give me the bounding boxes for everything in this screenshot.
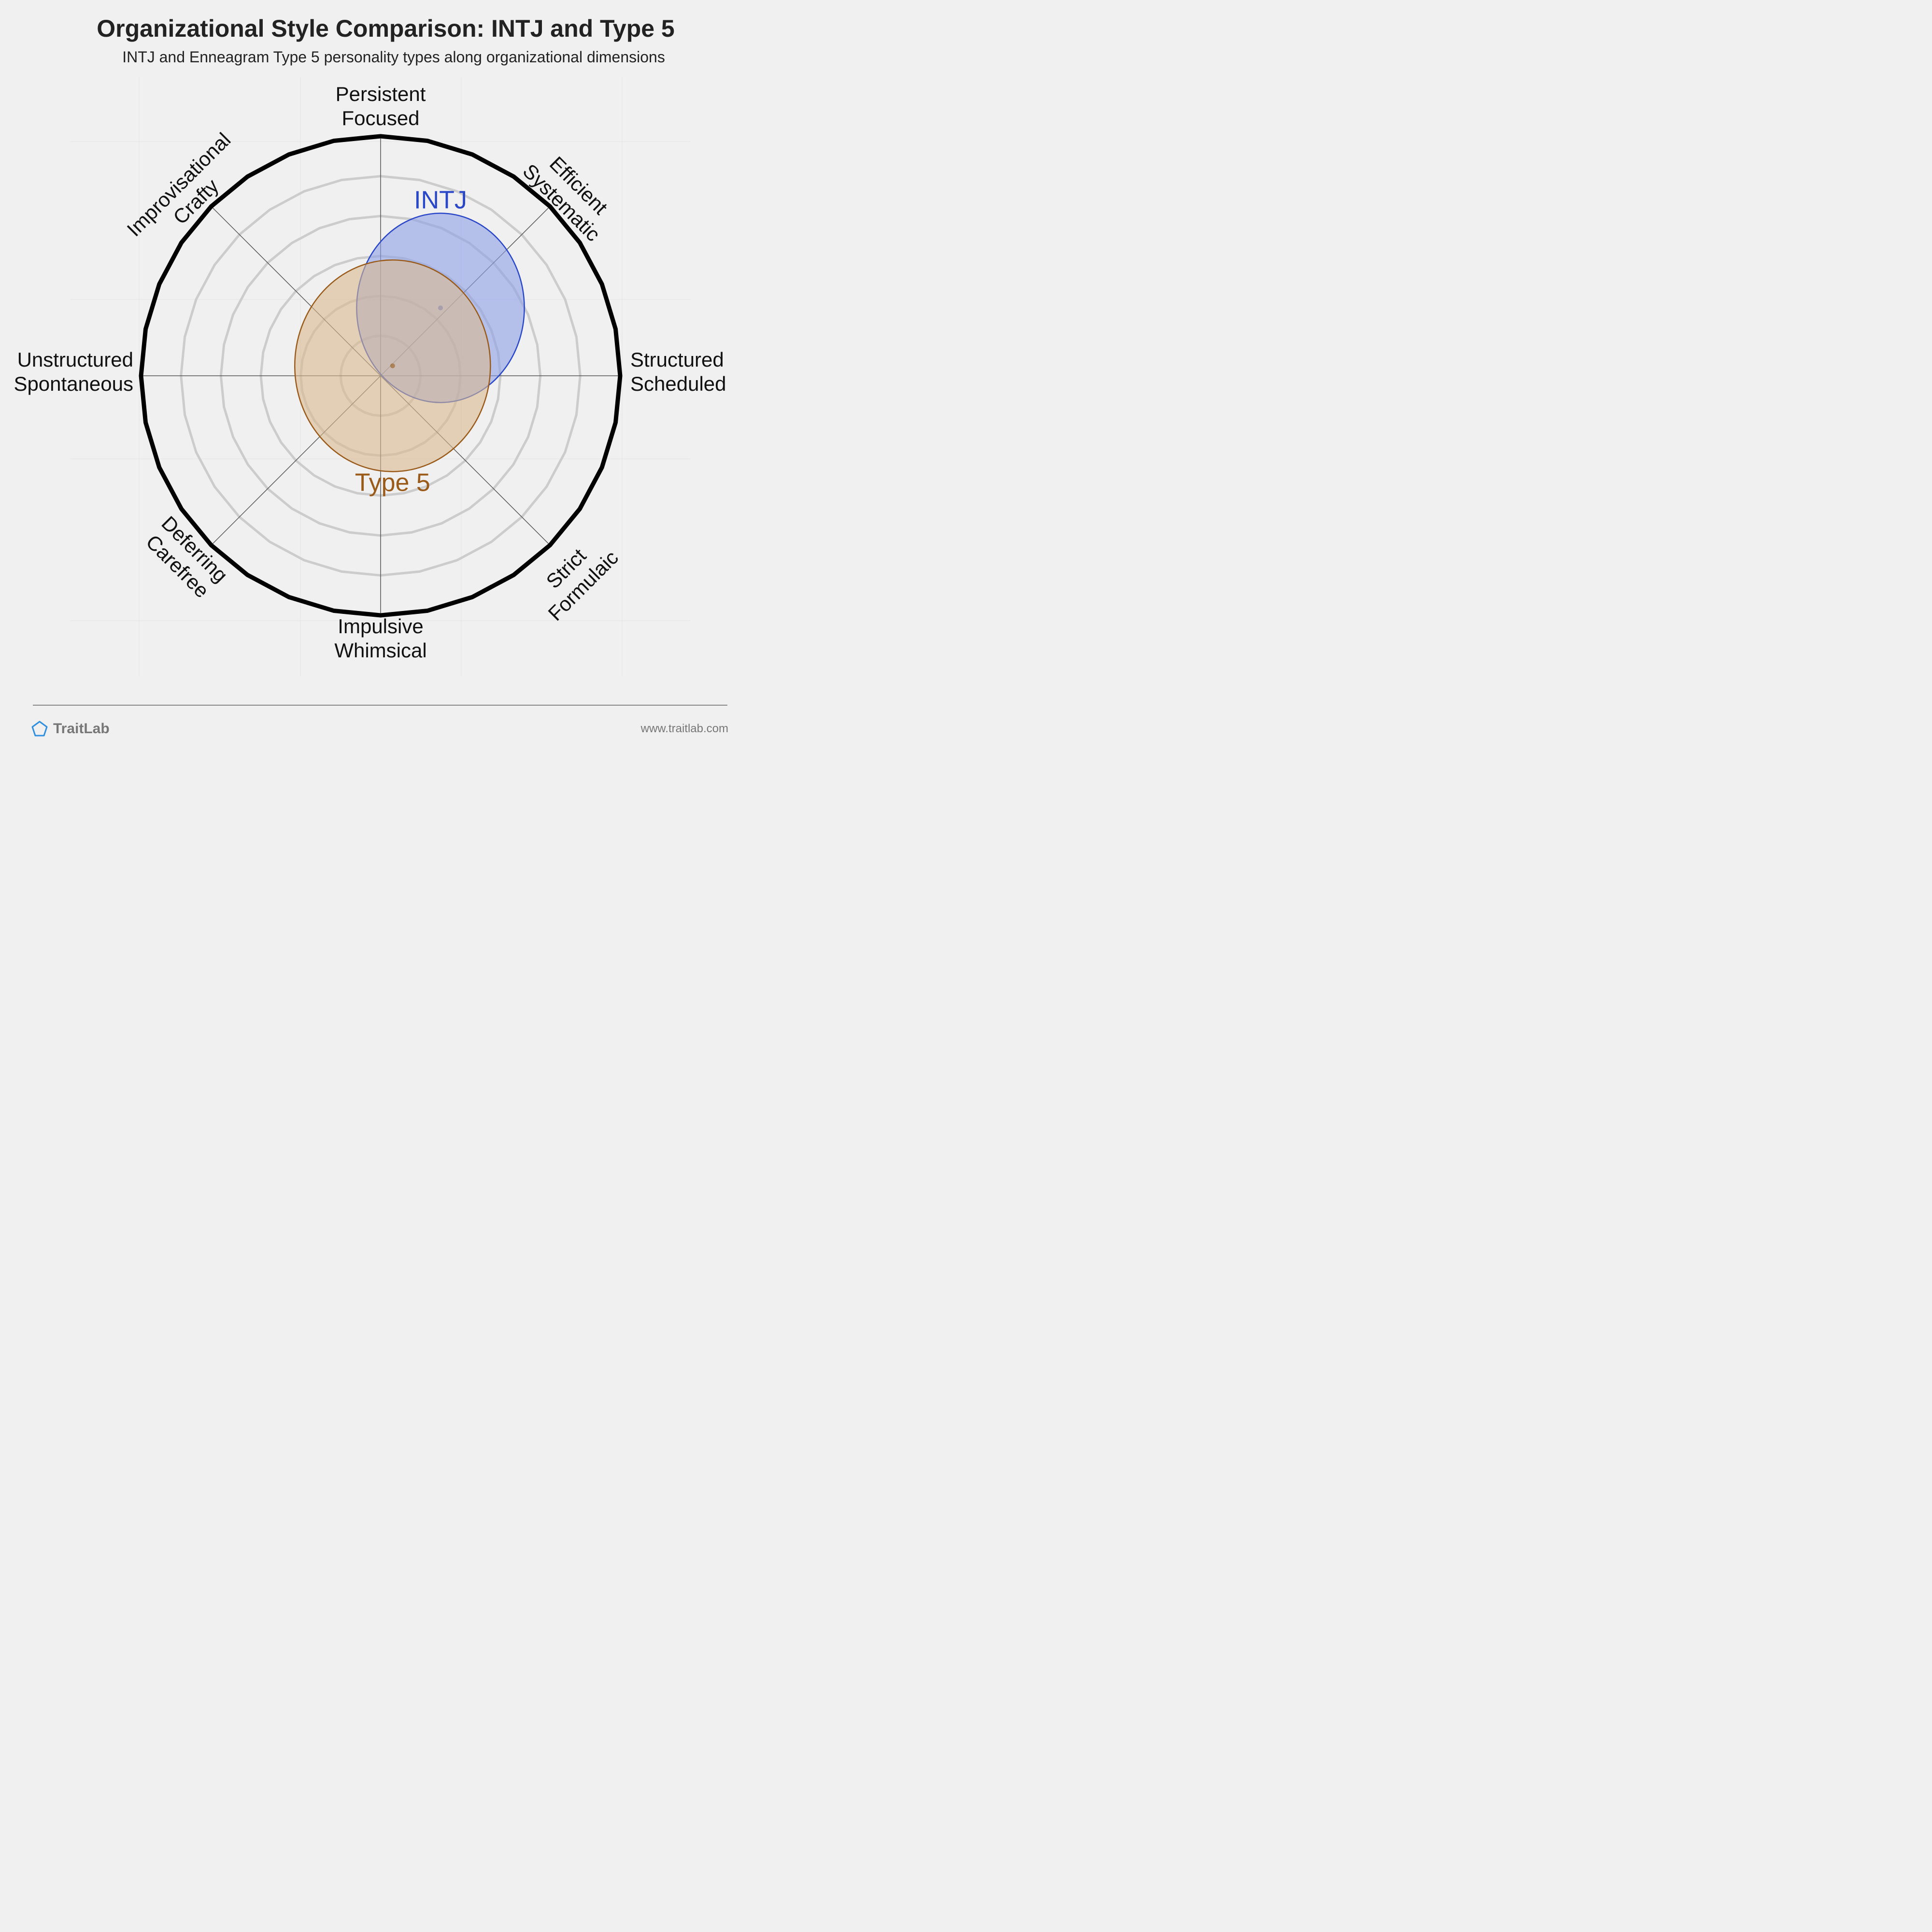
axis-label-line: Whimsical bbox=[334, 639, 426, 662]
pentagon-icon bbox=[31, 721, 48, 737]
axis-label-line: Persistent bbox=[336, 83, 426, 105]
axis-label-line: Scheduled bbox=[630, 372, 726, 395]
axis-label-line: Impulsive bbox=[338, 615, 423, 638]
axis-label-line: Spontaneous bbox=[14, 372, 133, 395]
brand-logo[interactable]: TraitLab bbox=[31, 719, 110, 739]
footer-divider bbox=[33, 705, 727, 706]
chart-title: Organizational Style Comparison: INTJ an… bbox=[97, 15, 675, 42]
series-label: INTJ bbox=[414, 186, 467, 214]
chart-subtitle: INTJ and Enneagram Type 5 personality ty… bbox=[122, 48, 665, 66]
outer-ring bbox=[139, 134, 623, 618]
brand-name: TraitLab bbox=[53, 721, 110, 737]
website-link[interactable]: www.traitlab.com bbox=[640, 722, 728, 735]
axis-label-line: Structured bbox=[630, 348, 724, 371]
axis-label-line: Unstructured bbox=[17, 348, 133, 371]
series-label: Type 5 bbox=[355, 469, 430, 497]
axis-label-line: Focused bbox=[341, 107, 419, 129]
series-point bbox=[390, 363, 395, 369]
